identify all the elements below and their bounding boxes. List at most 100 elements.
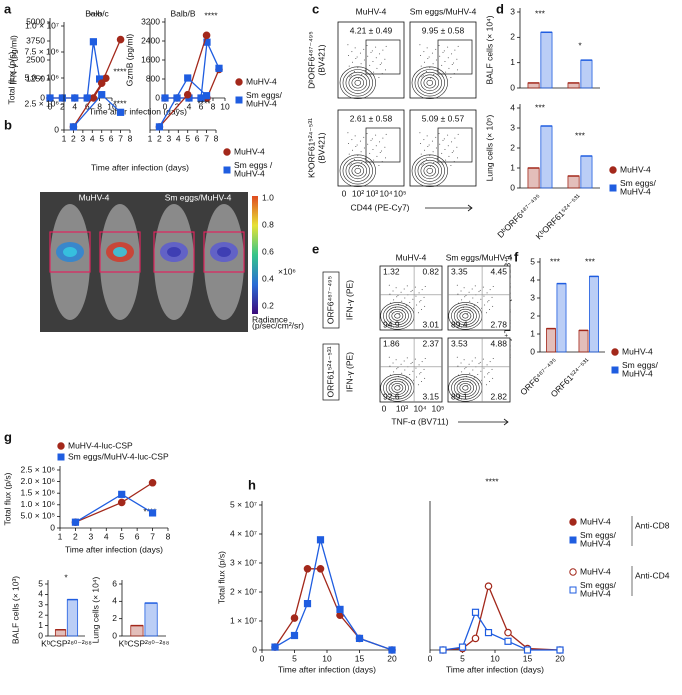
contour (426, 79, 434, 86)
point (290, 614, 299, 622)
event (468, 291, 470, 293)
bar (66, 599, 79, 637)
imaging-column: MuHV-4 (79, 192, 110, 202)
series-line (165, 69, 220, 99)
event (435, 48, 437, 50)
event (404, 297, 406, 299)
event (398, 312, 400, 314)
axis (121, 580, 166, 637)
gate (437, 127, 473, 163)
x-tick-label: 4 (176, 133, 181, 143)
event (364, 158, 366, 160)
x-tick-label: 10⁴ (379, 188, 392, 198)
event (429, 77, 431, 79)
flow-plot (337, 109, 405, 187)
y-tick-label: 0 (54, 124, 59, 134)
y-tick-label: 0 (50, 522, 55, 532)
x-tick-label: 7 (150, 531, 155, 541)
event (378, 164, 380, 166)
event (492, 285, 494, 287)
event (468, 363, 470, 365)
event (351, 51, 353, 53)
legend-label: Sm eggs/MuHV-4 (246, 90, 283, 109)
legend-marker (235, 96, 243, 104)
y-tick-label: 2500 (26, 54, 45, 64)
panel-label: e (312, 241, 319, 256)
event (421, 361, 423, 363)
y-tick-label: 1.0 × 10⁷ (25, 20, 59, 30)
event (442, 51, 444, 53)
event (348, 65, 350, 67)
contour (414, 69, 445, 97)
event (396, 368, 398, 370)
legend-label: MuHV-4 (234, 146, 265, 156)
y-axis-label: BALF cells (× 10³) (10, 576, 20, 644)
event (472, 297, 474, 299)
event (396, 296, 398, 298)
x-tick-label: 10⁵ (432, 403, 445, 413)
event (397, 366, 399, 368)
y-tick-label: 0 (112, 630, 117, 640)
legend-marker (611, 348, 619, 356)
event (404, 378, 406, 380)
event (357, 155, 359, 157)
event (412, 298, 414, 300)
event (415, 367, 417, 369)
point (69, 123, 78, 131)
event (363, 136, 365, 138)
event (478, 363, 480, 365)
event (409, 382, 411, 384)
contour (426, 167, 434, 174)
event (432, 63, 434, 65)
event (391, 382, 393, 384)
panel-label: h (248, 477, 256, 492)
event (469, 372, 471, 374)
x-tick-label: 20 (555, 653, 565, 663)
x-tick-label: KᵇCSP²⁸⁰⁻²⁸⁸ (41, 638, 92, 648)
series-line (75, 482, 153, 523)
point (316, 536, 325, 544)
event (489, 289, 491, 291)
event (419, 301, 421, 303)
event (395, 379, 396, 381)
x-tick-label: 4 (187, 101, 192, 111)
y-tick-label: 2.5 × 10⁶ (21, 464, 55, 474)
event (424, 305, 426, 307)
legend-label: MuHV-4 (622, 346, 653, 356)
event (492, 377, 494, 379)
event (429, 155, 431, 157)
point (183, 90, 192, 99)
y-tick-label: 1 (38, 620, 43, 630)
event (371, 138, 373, 140)
event (479, 361, 481, 363)
event (355, 57, 357, 59)
roi (153, 231, 195, 273)
event (441, 75, 443, 77)
colorbar-tick: 0.6 (262, 246, 274, 256)
flow-plot (337, 21, 405, 99)
x-tick-label: 4 (72, 101, 77, 111)
event (376, 67, 378, 69)
event (427, 145, 429, 147)
x-tick-label: 1 (148, 133, 153, 143)
x-axis-label: Time after infection (days) (446, 664, 544, 674)
y-axis-label: IFN-γ (PE) (344, 352, 354, 392)
x-tick-label: 0 (342, 188, 347, 198)
flow-plot (409, 21, 477, 99)
event (350, 74, 352, 76)
point (484, 628, 493, 637)
axis (47, 580, 85, 637)
row-label: DᵇORF6⁴⁸⁷⁻⁴⁹⁵ (306, 31, 316, 89)
y-tick-label: 0 (510, 82, 515, 92)
event (415, 295, 417, 297)
event (385, 69, 387, 71)
row-label: KᵇORF61⁵²⁴⁻⁵³¹ (306, 118, 316, 178)
event (349, 164, 351, 166)
event (361, 73, 363, 75)
event (478, 291, 480, 293)
quadrant-value: 4.45 (490, 266, 507, 276)
axis (429, 501, 560, 651)
contour (394, 313, 401, 319)
contour (388, 308, 407, 323)
